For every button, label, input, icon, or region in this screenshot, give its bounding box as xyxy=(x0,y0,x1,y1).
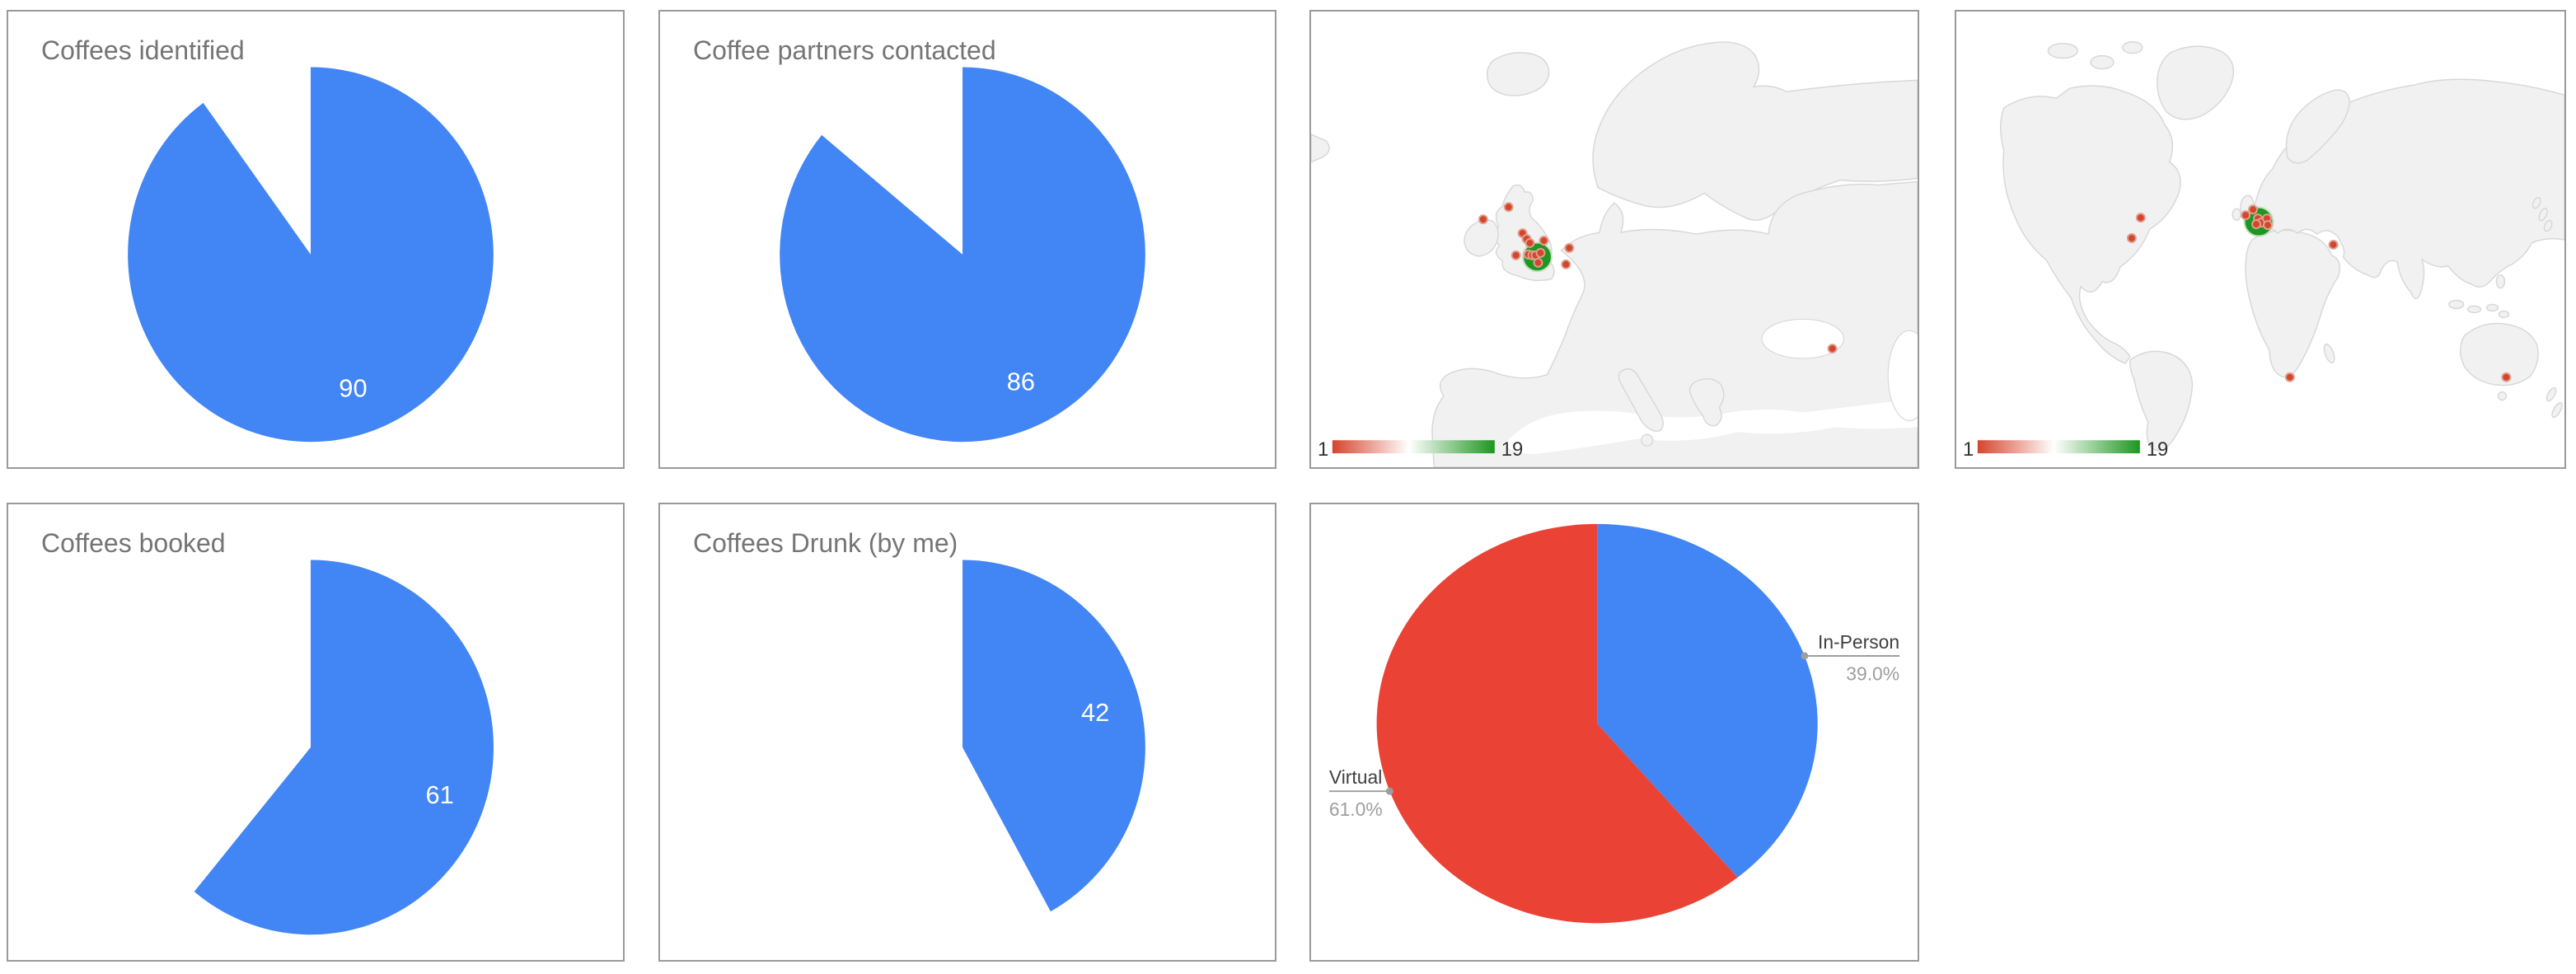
map-marker xyxy=(1561,259,1571,269)
slice-label: In-Person xyxy=(1818,631,1899,653)
pie-slice xyxy=(128,67,494,443)
color-legend: 1 19 xyxy=(1318,438,1523,461)
pie-value-label: 61 xyxy=(425,780,453,809)
slice-percent-label: 39.0% xyxy=(1846,663,1899,685)
pie-value-label: 42 xyxy=(1081,698,1109,727)
map-marker xyxy=(2501,372,2512,382)
map-marker xyxy=(1564,242,1575,253)
pie-slice xyxy=(780,67,1145,443)
legend-max-label: 19 xyxy=(2147,438,2169,461)
map-marker xyxy=(1827,344,1838,354)
map-marker xyxy=(1525,238,1535,248)
pie-slice xyxy=(962,560,1145,912)
slice-label: Virtual xyxy=(1329,766,1382,788)
map-markers xyxy=(2126,204,2512,382)
chart-title: Coffee partners contacted xyxy=(693,35,996,65)
map-marker xyxy=(1539,236,1549,246)
pie-chart-coffees-drunk: 42 xyxy=(962,560,1145,912)
map-marker xyxy=(1510,250,1521,260)
pie-chart-coffee-partners-contacted: 86 xyxy=(780,67,1145,443)
legend-gradient-bar xyxy=(1332,440,1495,454)
map-marker xyxy=(2241,210,2251,221)
map-marker xyxy=(1478,214,1488,225)
pie-chart-coffees-identified: 90 xyxy=(128,67,494,443)
label-leader-dot xyxy=(1801,652,1809,660)
card-map-world[interactable]: 1 19 xyxy=(1955,10,2566,469)
map-marker xyxy=(2126,233,2137,243)
legend-min-label: 1 xyxy=(1318,438,1328,461)
map-marker xyxy=(2248,204,2259,215)
pie-value-label: 86 xyxy=(1007,368,1035,396)
map-marker xyxy=(2262,220,2273,231)
geo-chart-world: 1 19 xyxy=(1963,40,2564,461)
legend-min-label: 1 xyxy=(1963,438,1974,461)
map-marker xyxy=(1503,202,1514,213)
map-marker xyxy=(2284,372,2295,382)
card-meeting-type-pie[interactable]: In-Person 39.0% Virtual 61.0% xyxy=(1309,503,1919,962)
pie-slice-in-person xyxy=(1597,523,1818,878)
pie-chart-coffees-booked: 61 xyxy=(194,560,494,935)
color-legend: 1 19 xyxy=(1963,438,2168,461)
card-coffees-booked[interactable]: Coffees booked 61 xyxy=(7,503,625,962)
map-marker xyxy=(2328,239,2339,250)
pie-slice xyxy=(194,560,494,935)
card-coffees-identified[interactable]: Coffees identified 90 xyxy=(7,10,625,469)
map-markers xyxy=(1478,202,1838,354)
pie-slice-virtual xyxy=(1376,523,1738,924)
map-marker xyxy=(2135,213,2146,223)
legend-gradient-bar xyxy=(1977,440,2140,454)
chart-title: Coffees Drunk (by me) xyxy=(693,528,958,558)
geo-chart-europe: 1 19 xyxy=(1311,41,1918,467)
pie-value-label: 90 xyxy=(339,374,367,403)
chart-title: Coffees identified xyxy=(41,35,245,65)
card-map-europe[interactable]: 1 19 xyxy=(1309,10,1919,469)
map-marker xyxy=(1533,257,1543,268)
map-marker xyxy=(1535,247,1546,258)
pie-chart-meeting-type: In-Person 39.0% Virtual 61.0% xyxy=(1328,523,1900,924)
map-land-world xyxy=(1999,40,2564,452)
slice-percent-label: 61.0% xyxy=(1329,798,1383,820)
map-marker xyxy=(2251,219,2261,230)
card-coffee-partners-contacted[interactable]: Coffee partners contacted 86 xyxy=(658,10,1276,469)
label-leader-dot xyxy=(1385,787,1393,795)
map-land-europe xyxy=(1311,41,1918,467)
legend-max-label: 19 xyxy=(1501,438,1524,461)
chart-title: Coffees booked xyxy=(41,528,226,558)
card-coffees-drunk[interactable]: Coffees Drunk (by me) 42 xyxy=(658,503,1276,962)
